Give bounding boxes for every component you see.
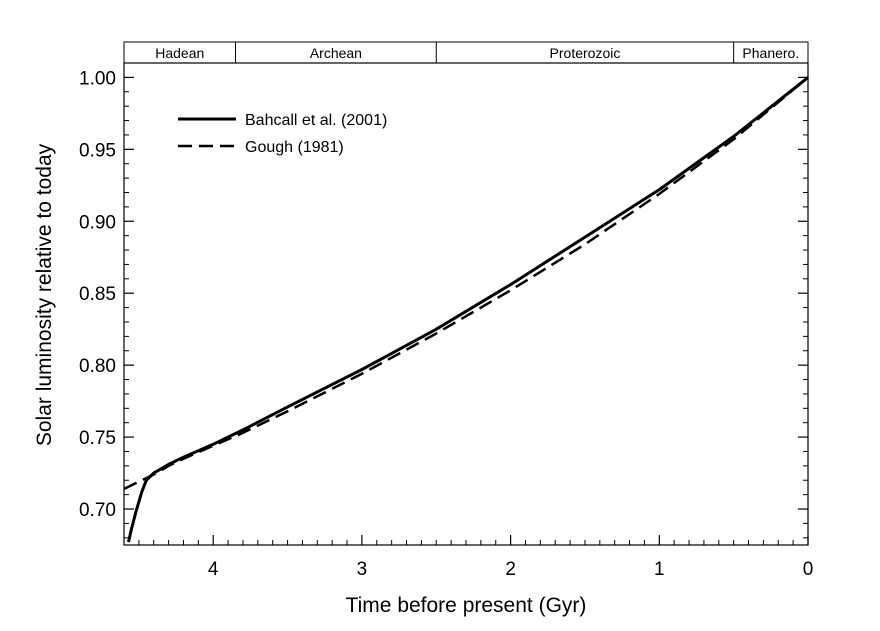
y-tick-label: 0.75 — [79, 428, 116, 449]
era-label-archean: Archean — [310, 45, 362, 61]
era-label-phanero: Phanero. — [742, 45, 799, 61]
x-tick-label: 4 — [208, 559, 219, 580]
plot-area-border — [123, 62, 809, 546]
legend-label-gough: Gough (1981) — [245, 139, 344, 156]
y-tick-label: 1.00 — [79, 68, 116, 89]
y-axis-title: Solar luminosity relative to today — [33, 143, 56, 446]
era-bar-frame — [123, 41, 809, 64]
axis-ticks: 4 3 2 1 0 0.70 0.75 0.80 0.85 0.90 0.95 1.00 — [79, 68, 813, 580]
plot-frame — [123, 62, 809, 546]
era-bar: Hadean Archean Proterozoic Phanero. — [123, 41, 809, 64]
x-tick-label: 3 — [357, 559, 368, 580]
x-tick-label: 0 — [803, 559, 814, 580]
era-label-hadean: Hadean — [155, 45, 204, 61]
series-layer — [123, 76, 809, 543]
legend-label-bahcall: Bahcall et al. (2001) — [245, 112, 387, 129]
series-line-gough — [123, 76, 809, 491]
era-label-proterozoic: Proterozoic — [550, 45, 621, 61]
series-line-bahcall — [127, 76, 809, 543]
x-tick-label: 1 — [654, 559, 665, 580]
y-tick-label: 0.70 — [79, 500, 116, 521]
y-tick-label: 0.95 — [79, 140, 116, 161]
y-tick-label: 0.80 — [79, 356, 116, 377]
x-tick-label: 2 — [505, 559, 516, 580]
legend: Bahcall et al. (2001) Gough (1981) — [178, 112, 387, 156]
y-tick-label: 0.90 — [79, 212, 116, 233]
y-tick-label: 0.85 — [79, 284, 116, 305]
x-axis-title: Time before present (Gyr) — [346, 594, 587, 617]
